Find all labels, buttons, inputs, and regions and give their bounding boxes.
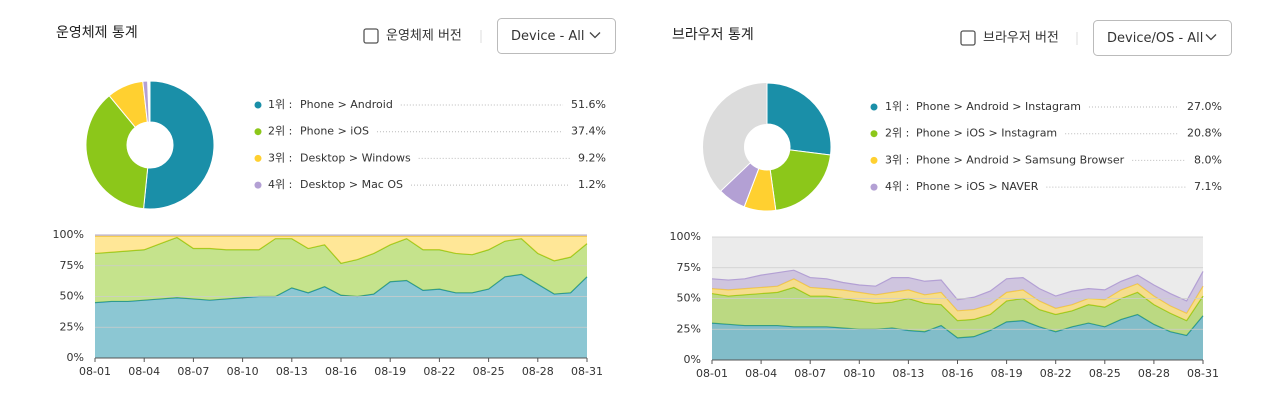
legend-value: 1.2% bbox=[578, 178, 606, 191]
legend-dot bbox=[254, 101, 262, 109]
y-tick-label: 25% bbox=[60, 320, 84, 333]
x-tick-label: 08-31 bbox=[1187, 367, 1219, 380]
y-tick-label: 50% bbox=[60, 290, 84, 303]
y-tick-label: 0% bbox=[67, 351, 84, 364]
dropdown[interactable] bbox=[497, 18, 616, 54]
legend-name: Phone > Android > Samsung Browser bbox=[916, 153, 1125, 166]
x-tick-label: 08-04 bbox=[128, 365, 160, 378]
y-tick-label: 25% bbox=[677, 322, 701, 335]
y-tick-label: 100% bbox=[670, 230, 701, 243]
legend-dot bbox=[870, 130, 878, 138]
x-tick-label: 08-16 bbox=[942, 367, 974, 380]
legend-value: 20.8% bbox=[1187, 127, 1222, 140]
legend-name: Phone > iOS > Instagram bbox=[916, 127, 1057, 140]
legend-rank: 1위 : bbox=[885, 100, 909, 113]
x-tick-label: 08-19 bbox=[991, 367, 1023, 380]
legend-name: Phone > iOS bbox=[300, 125, 369, 138]
area-fill bbox=[95, 274, 587, 358]
x-tick-label: 08-22 bbox=[1040, 367, 1072, 380]
x-tick-label: 08-07 bbox=[177, 365, 209, 378]
legend-dot bbox=[254, 181, 262, 189]
legend-rank: 1위 : bbox=[268, 98, 292, 111]
area-fill bbox=[712, 287, 1203, 338]
legend-name: Phone > Android bbox=[300, 98, 393, 111]
legend-rank: 2위 : bbox=[268, 125, 292, 138]
x-tick-label: 08-28 bbox=[1138, 367, 1170, 380]
x-tick-label: 08-25 bbox=[473, 365, 505, 378]
legend-value: 7.1% bbox=[1194, 180, 1222, 193]
y-tick-label: 0% bbox=[684, 353, 701, 366]
legend-rank: 4위 : bbox=[885, 180, 909, 193]
x-tick-label: 08-19 bbox=[374, 365, 406, 378]
legend-name: Phone > Android > Instagram bbox=[916, 100, 1081, 113]
x-tick-label: 08-04 bbox=[745, 367, 777, 380]
x-tick-label: 08-10 bbox=[227, 365, 259, 378]
legend-value: 37.4% bbox=[571, 125, 606, 138]
pie-slice bbox=[143, 80, 215, 210]
x-tick-label: 08-01 bbox=[79, 365, 111, 378]
legend-rank: 3위 : bbox=[268, 151, 292, 164]
pie-slice bbox=[142, 80, 150, 123]
legend-dot bbox=[870, 156, 878, 164]
area-fill bbox=[95, 236, 587, 264]
x-tick-label: 08-01 bbox=[696, 367, 728, 380]
pie-slice bbox=[719, 162, 760, 208]
y-tick-label: 75% bbox=[60, 259, 84, 272]
pie-slice bbox=[766, 82, 832, 156]
legend-name: Desktop > Mac OS bbox=[300, 178, 403, 191]
x-tick-label: 08-28 bbox=[522, 365, 554, 378]
legend-dot bbox=[870, 183, 878, 191]
legend-name: Phone > iOS > NAVER bbox=[916, 180, 1039, 193]
x-tick-label: 08-13 bbox=[276, 365, 308, 378]
y-tick-label: 100% bbox=[53, 228, 84, 241]
legend-name: Desktop > Windows bbox=[300, 151, 411, 164]
legend-rank: 2위 : bbox=[885, 127, 909, 140]
legend-rank: 3위 : bbox=[885, 153, 909, 166]
legend-value: 51.6% bbox=[571, 98, 606, 111]
legend-dot bbox=[254, 128, 262, 136]
x-tick-label: 08-07 bbox=[794, 367, 826, 380]
x-tick-label: 08-31 bbox=[571, 365, 603, 378]
x-tick-label: 08-10 bbox=[843, 367, 875, 380]
dropdown-label[interactable]: Device/OS - All bbox=[1107, 31, 1203, 46]
dropdown-chevron bbox=[1205, 34, 1217, 41]
panel-title: 운영체제 통계 bbox=[56, 25, 138, 41]
y-tick-label: 75% bbox=[677, 261, 701, 274]
dropdown-chevron bbox=[589, 32, 601, 39]
legend-value: 27.0% bbox=[1187, 100, 1222, 113]
dropdown-label[interactable]: Device - All bbox=[511, 29, 585, 44]
area-fill bbox=[95, 237, 587, 303]
legend-dot bbox=[254, 154, 262, 162]
checkbox-label[interactable]: 브라우저 버전 bbox=[983, 31, 1059, 46]
checkbox-label[interactable]: 운영체제 버전 bbox=[386, 29, 462, 44]
legend-rank: 4위 : bbox=[268, 178, 292, 191]
x-tick-label: 08-13 bbox=[892, 367, 924, 380]
legend-dot bbox=[870, 103, 878, 111]
checkbox[interactable] bbox=[363, 28, 379, 44]
legend-value: 8.0% bbox=[1194, 153, 1222, 166]
x-tick-label: 08-16 bbox=[325, 365, 357, 378]
checkbox[interactable] bbox=[960, 30, 976, 46]
y-tick-label: 50% bbox=[677, 292, 701, 305]
x-tick-label: 08-25 bbox=[1089, 367, 1121, 380]
area-line bbox=[711, 269, 1204, 302]
legend-value: 9.2% bbox=[578, 151, 606, 164]
dropdown[interactable] bbox=[1093, 20, 1232, 56]
x-tick-label: 08-22 bbox=[423, 365, 455, 378]
pie-slice bbox=[769, 149, 832, 211]
panel-title: 브라우저 통계 bbox=[672, 27, 754, 43]
area-fill bbox=[712, 314, 1203, 360]
